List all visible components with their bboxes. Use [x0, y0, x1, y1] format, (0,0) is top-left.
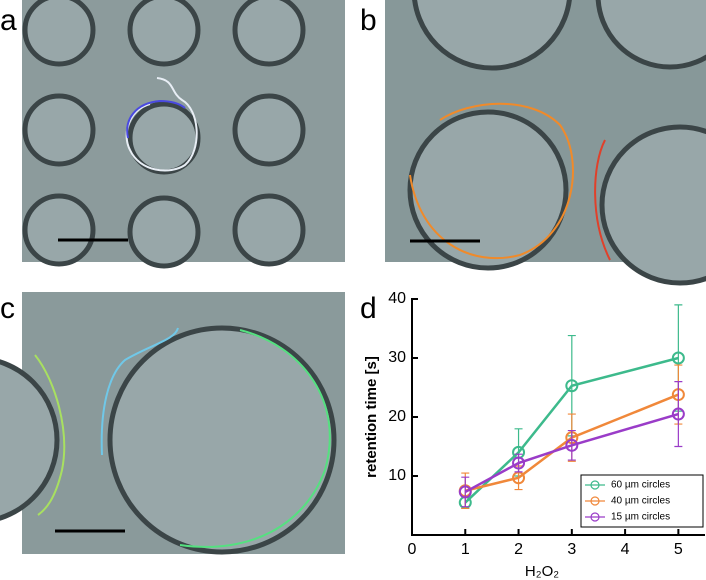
legend-label: 40 µm circles: [611, 496, 670, 507]
legend-label: 60 µm circles: [611, 480, 670, 491]
micrograph-b: [385, 0, 706, 286]
marker: [565, 438, 579, 452]
error-bar: [674, 381, 683, 448]
marker: [458, 485, 472, 499]
x-tick-label: 5: [674, 541, 683, 558]
series-line: [464, 393, 679, 492]
marker: [671, 351, 685, 365]
panel-label: b: [360, 4, 377, 37]
legend-marker: [590, 496, 600, 506]
y-tick-label: 40: [388, 290, 406, 307]
y-tick-label: 20: [388, 408, 406, 425]
x-axis-label: H₂O₂: [525, 563, 559, 580]
x-tick-label: 3: [567, 541, 576, 558]
micrograph-a: [22, 0, 345, 269]
legend-marker: [590, 512, 600, 522]
marker: [565, 379, 579, 393]
legend-marker: [590, 480, 600, 490]
micrograph-c: [0, 292, 345, 555]
y-tick-label: 30: [388, 349, 406, 366]
marker: [512, 456, 526, 470]
y-tick-label: 10: [388, 467, 406, 484]
legend-label: 15 µm circles: [611, 512, 670, 523]
panel-label: d: [360, 292, 377, 325]
x-tick-label: 0: [408, 541, 417, 558]
panel-label: c: [0, 292, 15, 325]
panel-label: a: [0, 4, 17, 37]
marker: [671, 407, 685, 421]
x-tick-label: 4: [621, 541, 630, 558]
series-line: [464, 412, 679, 494]
x-tick-label: 2: [514, 541, 523, 558]
y-axis-label: retention time [s]: [363, 356, 380, 478]
x-tick-label: 1: [461, 541, 470, 558]
